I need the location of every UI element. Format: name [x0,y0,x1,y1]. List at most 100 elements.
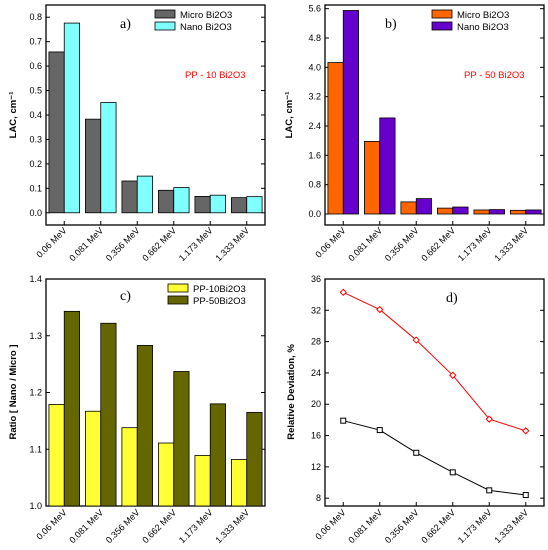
y-tick-label: 2.4 [308,121,321,131]
bar-series-1 [231,459,248,507]
y-tick-label: 0.0 [308,209,321,219]
data-point [376,427,383,434]
panel-annotation: PP - 50 Bi2O3 [464,70,525,81]
bar-series-1 [473,209,490,215]
plot-frame [324,4,545,226]
x-tick-label: 1.173 MeV [177,225,215,263]
bar-series-2 [136,344,153,507]
bar-series-2 [488,209,505,215]
legend-swatch [167,283,189,293]
bar-series-2 [342,10,359,215]
y-axis-label: LAC, cm⁻¹ [8,92,19,139]
y-tick-label: 1.6 [308,150,321,160]
y-tick-label: 0.3 [29,134,42,144]
data-point [413,449,420,456]
x-tick-label: 0.081 MeV [67,225,105,263]
bar-series-1 [327,62,344,215]
bar-series-1 [231,197,248,214]
x-tick-label: 0.06 MeV [34,225,68,259]
x-tick-label: 0.06 MeV [313,507,347,541]
data-point [485,415,493,423]
panel-label: a) [120,17,131,32]
bar-series-2 [100,322,117,507]
x-tick-label: 0.662 MeV [140,225,178,263]
data-point [339,288,347,297]
bar-series-2 [63,22,80,214]
y-tick-label: 0.8 [308,180,321,190]
plot-frame [45,278,266,507]
panel-label: c) [120,289,131,304]
x-tick-label: 1.333 MeV [492,225,530,263]
legend-swatch [431,9,453,19]
plot-frame [45,4,266,226]
y-tick-label: 1.0 [29,501,42,511]
series-line-1 [343,291,526,432]
chart-panel-1: 0.0 0.1 0.2 0.3 0.4 0.5 0.6 0.7 0.8 0.06 MeV0.081… [8,4,266,263]
data-point [486,487,493,494]
bar-series-1 [48,51,65,214]
bar-series-2 [100,102,117,214]
plot-frame [324,278,545,507]
x-tick-label: 0.081 MeV [346,225,384,263]
y-tick-label: 0.0 [29,208,42,218]
panel-label: b) [385,17,397,32]
data-point [522,492,529,499]
y-tick-label: 0.8 [29,12,42,22]
y-tick-label: 0.7 [29,37,42,47]
y-tick-label: 1.3 [29,331,42,341]
bar-series-1 [48,404,65,507]
bar-series-2 [246,196,263,214]
y-tick-label: 1.2 [29,388,42,398]
bar-series-2 [173,187,190,214]
legend-label: Micro Bi2O3 [457,10,509,21]
bar-series-2 [136,175,153,214]
panel-annotation: PP - 10 Bi2O3 [185,70,246,81]
bar-series-1 [85,410,102,507]
y-tick-label: 36 [311,274,321,284]
legend-label: Micro Bi2O3 [180,10,232,21]
y-axis-label: Relative Deviation, % [286,344,297,440]
panel-label: d) [446,291,458,306]
bar-series-2 [379,117,396,215]
bar-series-2 [415,198,432,215]
bar-series-1 [364,140,381,215]
x-tick-label: 0.356 MeV [104,507,142,545]
bar-series-1 [510,209,527,215]
x-tick-label: 0.081 MeV [346,507,384,545]
x-tick-label: 0.06 MeV [313,225,347,259]
y-tick-label: 0.2 [29,159,42,169]
data-point [340,417,347,424]
data-point [376,305,384,314]
x-tick-label: 0.662 MeV [419,507,457,545]
x-tick-label: 0.662 MeV [140,507,178,545]
y-tick-label: 1.1 [29,444,42,454]
data-point [449,371,457,379]
y-tick-label: 4.8 [308,33,321,43]
bar-series-1 [121,427,138,507]
y-tick-label: 32 [311,305,321,315]
legend-swatch [154,21,176,31]
y-axis-label: Ratio [ Nano / Micro ] [8,345,19,440]
y-tick-label: 1.4 [29,274,42,284]
bar-series-2 [525,209,542,215]
bar-series-2 [209,403,226,507]
bar-series-2 [173,371,190,507]
legend-label: PP-10Bi2O3 [193,284,246,295]
y-tick-label: 8 [316,493,321,503]
bar-series-1 [121,180,138,214]
bar-series-1 [85,118,102,214]
x-tick-label: 1.173 MeV [177,507,215,545]
bar-series-1 [194,455,211,507]
y-tick-label: 12 [311,462,321,472]
y-tick-label: 4.0 [308,62,321,72]
x-tick-label: 1.333 MeV [213,225,251,263]
legend-label: PP-50Bi2O3 [193,296,246,307]
y-tick-label: 3.2 [308,92,321,102]
y-tick-label: 0.4 [29,110,42,120]
y-tick-label: 5.6 [308,4,321,14]
y-tick-label: 16 [311,431,321,441]
